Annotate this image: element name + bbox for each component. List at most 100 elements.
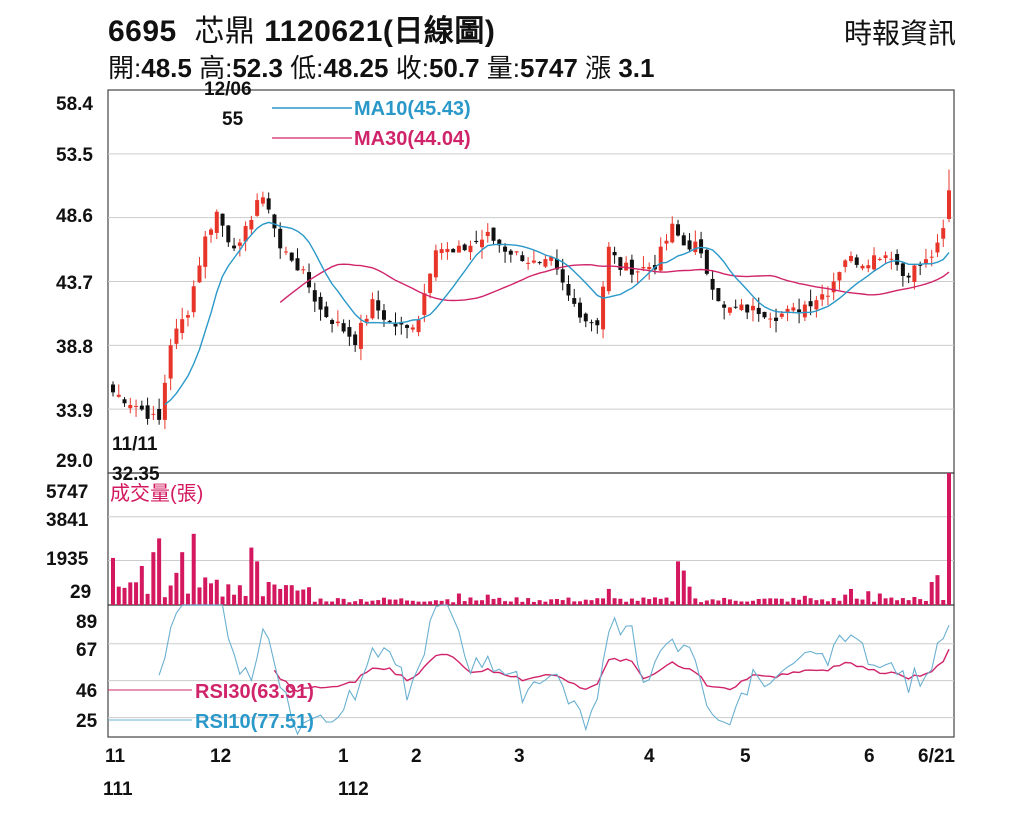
volume-bar <box>399 598 404 605</box>
rsi-panel-frame <box>107 604 955 738</box>
candle-body <box>353 334 358 346</box>
candle-body <box>877 258 882 260</box>
rsi10-line <box>158 604 950 736</box>
rsi-tick-3: 25 <box>76 711 98 732</box>
volume-bar <box>209 583 214 605</box>
volume-bar <box>428 601 433 605</box>
volume-bar <box>358 599 363 605</box>
price-tick-1: 53.5 <box>56 145 93 166</box>
volume-tick-1: 3841 <box>46 510 89 531</box>
candle-body <box>139 405 144 410</box>
candle-body <box>422 293 427 315</box>
volume-bar <box>629 598 634 605</box>
candle-body <box>895 253 900 265</box>
volume-bar <box>693 598 698 605</box>
candle-body <box>624 262 629 271</box>
candle-body <box>785 308 790 312</box>
volume-tick-3: 29 <box>70 582 91 603</box>
candle-body <box>872 255 877 270</box>
candle-body <box>808 301 813 307</box>
candle-body <box>750 305 755 311</box>
volume-bar <box>727 599 732 605</box>
volume-bar <box>145 593 150 605</box>
candle-body <box>503 246 508 252</box>
volume-bar <box>779 598 784 605</box>
candle-body <box>162 382 167 420</box>
candle-body <box>756 307 761 315</box>
candle-body <box>618 257 623 270</box>
candle-body <box>906 275 911 278</box>
volume-bar <box>318 598 323 605</box>
volume-bar <box>641 597 646 605</box>
candle-body <box>543 259 548 267</box>
volume-bar <box>912 596 917 605</box>
volume-bar <box>808 598 813 605</box>
volume-bar <box>820 599 825 605</box>
volume-bar <box>168 585 173 605</box>
volume-bar <box>134 582 139 605</box>
candle-body <box>554 258 559 270</box>
volume-bar <box>745 601 750 605</box>
volume-bars <box>111 473 951 605</box>
candle-body <box>883 255 888 259</box>
volume-bar <box>647 599 652 605</box>
volume-bar <box>537 600 542 605</box>
volume-bar <box>549 599 554 605</box>
volume-bar <box>797 599 802 605</box>
volume-bar <box>381 597 386 605</box>
candle-body <box>560 269 565 283</box>
volume-bar <box>462 601 467 605</box>
price-tick-3: 43.7 <box>56 273 93 294</box>
low-price-annotation: 32.35 <box>112 464 160 485</box>
volume-bar <box>768 598 773 605</box>
volume-bar <box>387 599 392 605</box>
volume-bar <box>750 600 755 605</box>
candle-body <box>428 273 433 293</box>
volume-bar <box>900 598 905 605</box>
volume-bar <box>330 601 335 605</box>
volume-bar <box>595 598 600 605</box>
volume-bar <box>249 547 254 605</box>
volume-bar <box>353 601 358 605</box>
volume-bar <box>364 601 369 605</box>
candle-body <box>451 249 456 253</box>
volume-bar <box>560 600 565 605</box>
source-label: 時報資訊 <box>843 18 956 49</box>
volume-bar <box>589 600 594 605</box>
candle-body <box>710 278 715 290</box>
volume-bar <box>676 561 681 605</box>
volume-bar <box>785 601 790 605</box>
volume-bar <box>174 572 179 605</box>
volume-bar <box>508 601 513 605</box>
candle-body <box>900 263 905 276</box>
volume-bar <box>825 601 830 605</box>
candle-body <box>185 315 190 318</box>
volume-value: 5747 <box>520 53 578 83</box>
volume-bar <box>180 552 185 605</box>
volume-bar <box>918 599 923 605</box>
ma30-legend: MA30(44.04) <box>354 128 471 150</box>
month-label-5: 5 <box>740 746 751 767</box>
volume-bar <box>220 596 225 605</box>
volume-bar <box>612 598 617 605</box>
volume-bar <box>848 588 853 605</box>
candle-body <box>278 228 283 249</box>
candle-body <box>289 252 294 261</box>
date-label-last: 6/21 <box>918 746 955 767</box>
candle-body <box>595 320 600 326</box>
volume-bar <box>929 582 934 605</box>
volume-bar <box>237 585 242 605</box>
volume-bar <box>445 599 450 605</box>
candle-body <box>578 302 583 318</box>
month-label-4: 4 <box>644 746 655 767</box>
candle-body <box>405 325 410 328</box>
candle-body <box>168 345 173 379</box>
volume-bar <box>791 597 796 605</box>
volume-bar <box>295 590 300 605</box>
volume-bar <box>652 597 657 605</box>
volume-bar <box>774 598 779 605</box>
volume-bar <box>260 596 265 605</box>
candle-body <box>174 328 179 344</box>
volume-bar <box>860 599 865 605</box>
volume-bar <box>243 595 248 605</box>
